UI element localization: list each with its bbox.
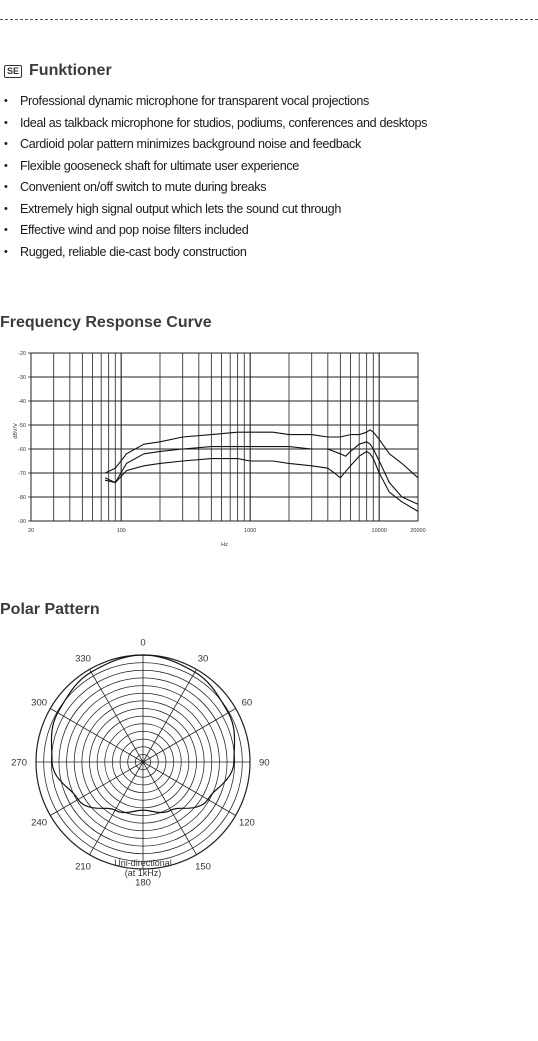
- bullet-icon: •: [4, 159, 8, 172]
- x-tick-label: 20: [28, 528, 34, 534]
- y-tick-label: -50: [18, 423, 26, 429]
- feature-item: • Flexible gooseneck shaft for ultimate u…: [0, 156, 427, 178]
- dashed-separator: [0, 19, 538, 20]
- x-tick-label: 10000: [372, 528, 387, 534]
- feature-item: • Rugged, reliable die-cast body construc…: [0, 242, 427, 264]
- polar-spoke: [89, 669, 144, 763]
- angle-label: 120: [239, 818, 255, 829]
- x-axis-label: Hz: [221, 542, 228, 548]
- bullet-icon: •: [4, 95, 8, 107]
- polar-spoke: [142, 708, 236, 763]
- x-tick-label: 20000: [410, 528, 425, 534]
- angle-label: 30: [198, 654, 209, 665]
- response-curve-2: [104, 441, 419, 505]
- y-tick-label: -20: [18, 351, 26, 357]
- polar-spoke: [50, 761, 144, 816]
- angle-label: 240: [31, 818, 47, 829]
- y-tick-label: -40: [18, 399, 26, 405]
- polar-pattern-chart: 0 30 60 90 120 150 180 210 240 270 300 330 Uni-direc…: [11, 638, 270, 889]
- bullet-icon: •: [4, 224, 8, 236]
- polar-heading: Polar Pattern: [0, 601, 100, 618]
- polar-spoke: [89, 761, 144, 855]
- angle-label: 270: [11, 758, 27, 769]
- polar-caption-line1: Uni-directional: [114, 858, 172, 868]
- x-tick-label: 1000: [244, 528, 256, 534]
- bullet-icon: •: [4, 181, 8, 193]
- angle-label: 210: [75, 861, 91, 872]
- section-title: Funktioner: [29, 62, 112, 79]
- polar-caption-line2: (at 1kHz): [125, 868, 162, 878]
- y-axis-label: dBV/V: [13, 423, 19, 439]
- bullet-icon: •: [4, 245, 8, 258]
- y-tick-label: -60: [18, 447, 26, 453]
- polar-spoke: [142, 761, 197, 855]
- angle-label: 330: [75, 654, 91, 665]
- y-tick-label: -80: [18, 495, 26, 501]
- response-curve-1: [104, 429, 419, 479]
- angle-label: 0: [140, 638, 145, 649]
- feature-item: • Cardioid polar pattern minimizes backgr…: [0, 134, 427, 156]
- bullet-icon: •: [4, 116, 8, 129]
- polar-pattern-curve: [50, 654, 236, 814]
- feature-item: • Convenient on/off switch to mute during…: [0, 177, 427, 199]
- section-header: SE Funktioner: [4, 62, 112, 80]
- feature-list: • Professional dynamic microphone for tra…: [0, 91, 427, 263]
- angle-label: 90: [259, 758, 270, 769]
- feature-item: • Ideal as talkback microphone for studio…: [0, 113, 427, 135]
- bullet-icon: •: [4, 138, 8, 150]
- feature-item: • Effective wind and pop noise filters in…: [0, 220, 427, 242]
- bullet-icon: •: [4, 202, 8, 215]
- y-tick-label: -30: [18, 375, 26, 381]
- language-badge: SE: [4, 64, 23, 78]
- feature-item: • Extremely high signal output which lets…: [0, 199, 427, 221]
- y-tick-label: -70: [18, 471, 26, 477]
- angle-label: 300: [31, 698, 47, 709]
- angle-label: 150: [195, 861, 211, 872]
- polar-spoke: [142, 761, 236, 816]
- y-tick-label: -90: [18, 519, 26, 525]
- frequency-heading: Frequency Response Curve: [0, 314, 212, 331]
- feature-item: • Professional dynamic microphone for tra…: [0, 91, 427, 113]
- angle-label: 180: [135, 878, 151, 889]
- angle-label: 60: [242, 698, 253, 709]
- plot-frame: [30, 352, 419, 522]
- polar-spoke: [142, 669, 197, 763]
- polar-spoke: [50, 708, 144, 763]
- response-curve-3: [104, 450, 419, 512]
- x-tick-label: 100: [117, 528, 126, 534]
